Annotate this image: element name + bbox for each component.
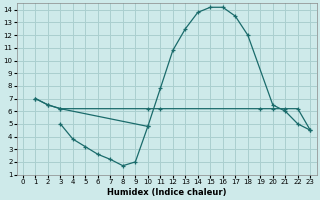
X-axis label: Humidex (Indice chaleur): Humidex (Indice chaleur) xyxy=(107,188,226,197)
